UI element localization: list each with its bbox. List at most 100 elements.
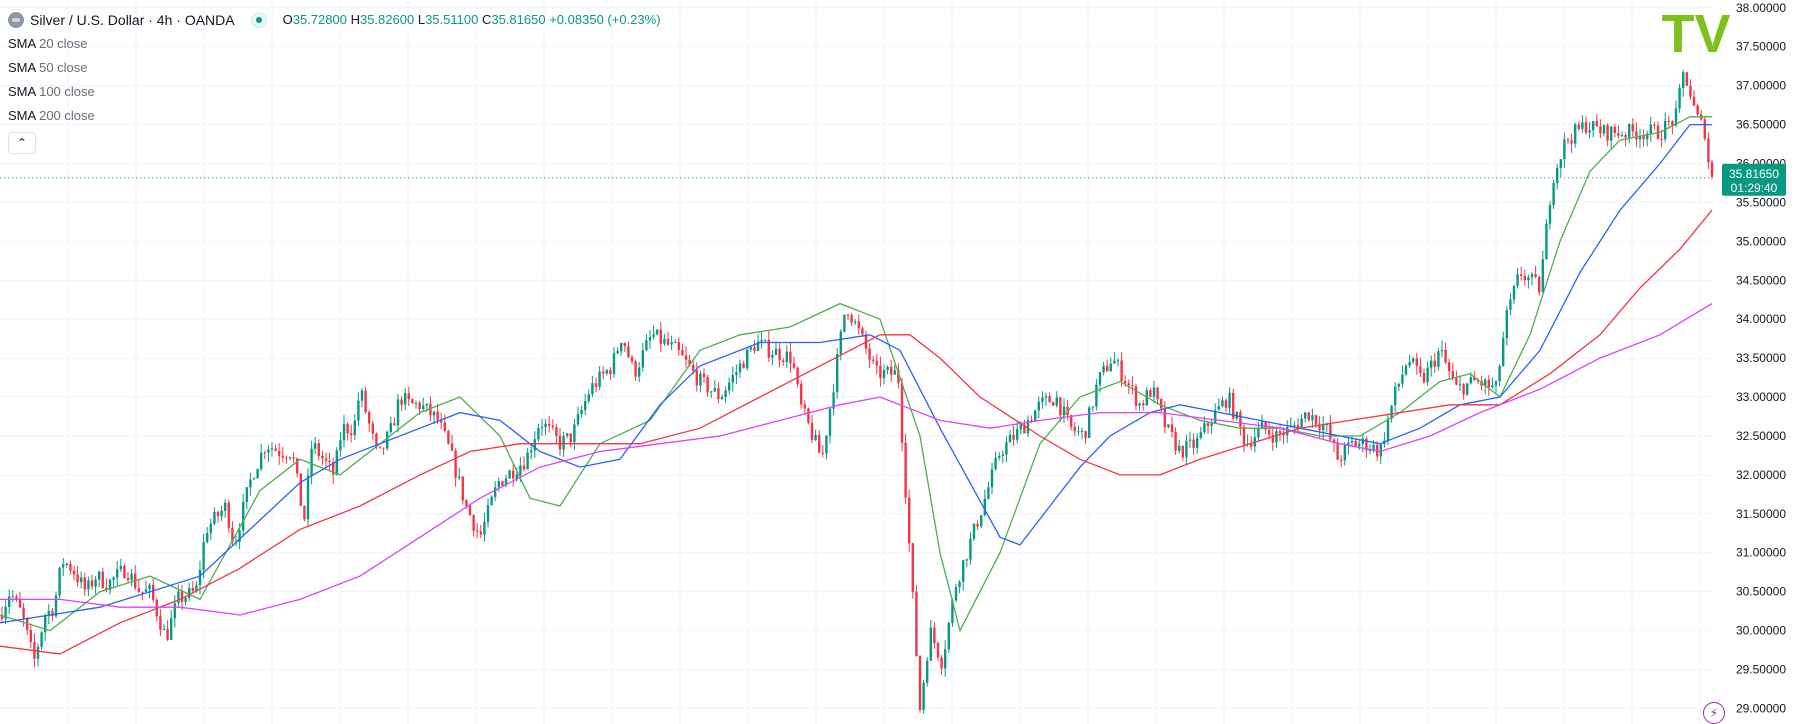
candle-body — [339, 440, 342, 451]
candle-body — [875, 360, 878, 366]
candle-body — [1466, 383, 1469, 395]
candle-body — [900, 383, 904, 443]
open-label: O — [282, 12, 293, 27]
candle-body — [1077, 431, 1080, 433]
candle-body — [76, 574, 79, 583]
candle-body — [1512, 286, 1516, 300]
candle-body — [638, 367, 641, 377]
candle-body — [1667, 120, 1670, 122]
price-tick-label: 32.00000 — [1736, 468, 1786, 482]
indicator-params: 50 close — [39, 60, 88, 75]
candle-body — [1480, 381, 1483, 386]
candle-body — [1116, 360, 1120, 362]
candle-body — [1516, 274, 1519, 287]
candle-body — [274, 448, 277, 451]
candle-body — [1325, 424, 1328, 426]
indicator-sma-50[interactable]: SMA 50 close — [8, 58, 661, 78]
candle-body — [1214, 410, 1217, 424]
lightning-icon[interactable]: ⚡ — [1703, 702, 1725, 724]
candle-body — [670, 342, 673, 345]
candle-body — [1372, 444, 1375, 450]
candle-body — [1174, 432, 1177, 451]
candle-body — [1710, 162, 1714, 177]
indicator-sma-100[interactable]: SMA 100 close — [8, 82, 661, 102]
candle-body — [440, 420, 443, 423]
candle-body — [1091, 406, 1094, 408]
candle-body — [184, 597, 187, 603]
candle-body — [778, 348, 781, 361]
candle-body — [1541, 259, 1544, 293]
candle-body — [1185, 440, 1188, 458]
candle-body — [342, 424, 346, 441]
candle-body — [173, 603, 176, 619]
candle-body — [1628, 124, 1631, 138]
candle-body — [792, 363, 796, 368]
candle-body — [954, 587, 958, 601]
candle-body — [83, 577, 86, 590]
candle-body — [152, 584, 155, 600]
candle-body — [216, 511, 220, 517]
candle-body — [1282, 433, 1285, 436]
candle-body — [245, 487, 248, 503]
tradingview-logo-icon[interactable]: TV — [1661, 4, 1730, 64]
candle-body — [1386, 418, 1390, 441]
candle-body — [461, 476, 464, 501]
symbol-title[interactable]: Silver / U.S. Dollar · 4h · OANDA — [30, 12, 235, 28]
last-price-label: 35.81650 01:29:40 — [1722, 163, 1786, 196]
candle-body — [1592, 121, 1595, 131]
candle-body — [407, 393, 410, 400]
candle-body — [904, 442, 907, 498]
symbol-header[interactable]: Silver / U.S. Dollar · 4h · OANDA O35.72… — [8, 10, 661, 30]
candle-body — [324, 458, 328, 461]
candle-body — [1613, 126, 1616, 134]
last-price-tag-box — [1722, 163, 1786, 196]
candle-body — [818, 434, 821, 453]
price-tick-label: 29.00000 — [1736, 701, 1786, 715]
candle-body — [976, 523, 979, 527]
collapse-legend-button[interactable]: ⌃ — [8, 132, 36, 154]
candle-body — [1062, 406, 1066, 416]
candle-body — [566, 433, 569, 436]
candle-body — [807, 408, 810, 423]
candle-body — [1340, 459, 1343, 461]
price-tick-label: 34.00000 — [1736, 312, 1786, 326]
candle-body — [15, 596, 18, 599]
candle-body — [1671, 121, 1674, 126]
candle-body — [569, 433, 572, 442]
candle-body — [515, 474, 518, 479]
candle-body — [627, 345, 630, 358]
candle-body — [1131, 385, 1134, 387]
candle-body — [544, 423, 547, 427]
price-axis[interactable]: 29.00000 29.50000 30.00000 30.50000 31.00000… — [1736, 1, 1786, 716]
candle-body — [8, 596, 11, 607]
candle-body — [1685, 72, 1688, 86]
indicator-sma-200[interactable]: SMA 200 close — [8, 106, 661, 126]
candle-body — [929, 627, 932, 661]
candle-body — [1332, 439, 1336, 443]
candle-body — [573, 424, 576, 442]
candle-body — [789, 351, 792, 364]
candle-body — [1566, 139, 1570, 141]
candle-body — [1084, 430, 1087, 439]
candle-body — [836, 354, 839, 393]
candle-body — [90, 580, 94, 587]
candle-body — [767, 339, 770, 358]
candle-body — [1606, 125, 1609, 141]
candle-body — [720, 397, 724, 400]
candle-body — [742, 363, 745, 369]
candle-body — [839, 331, 842, 355]
candle-body — [1080, 430, 1084, 432]
close-value: 35.81650 — [491, 12, 546, 27]
candle-body — [1048, 396, 1051, 403]
candle-body — [1563, 139, 1566, 160]
candle-body — [519, 465, 522, 475]
indicator-sma-20[interactable]: SMA 20 close — [8, 34, 661, 54]
candle-body — [1109, 363, 1112, 372]
candle-body — [987, 487, 990, 499]
candle-body — [1163, 408, 1166, 428]
candle-body — [616, 351, 619, 354]
tradingview-logo[interactable]: TV — [1661, 4, 1730, 64]
candle-body — [1178, 446, 1181, 451]
